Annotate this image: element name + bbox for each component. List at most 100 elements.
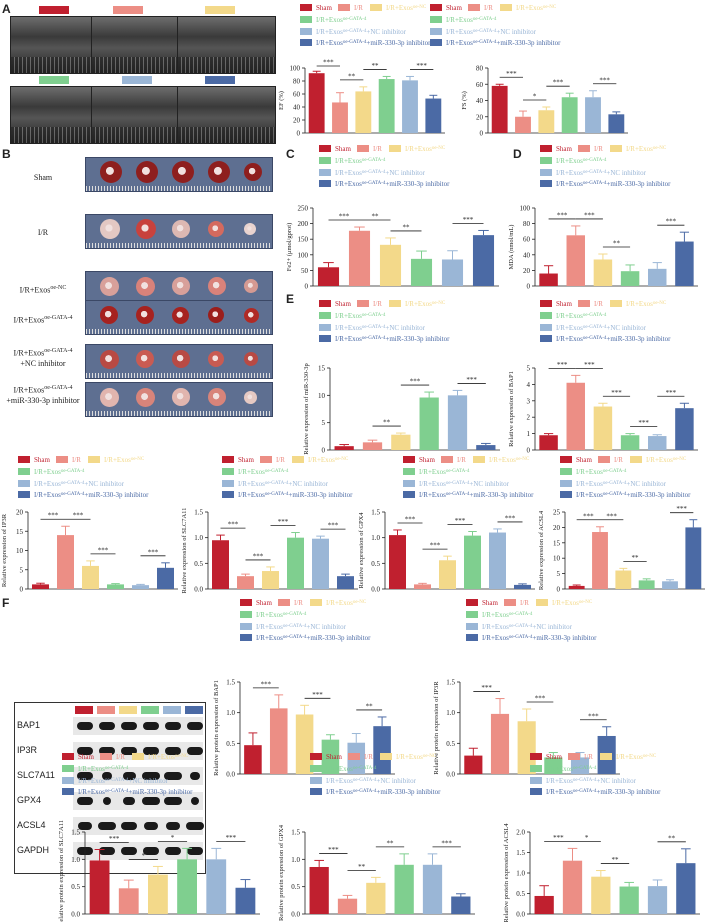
y-tick-label: 60 xyxy=(293,91,301,99)
legend-swatch xyxy=(466,623,478,630)
sig-label: *** xyxy=(611,389,622,397)
y-tick-label: 1 xyxy=(527,430,531,438)
legend-entry-exos-nc: I/R+Exosoe-NC xyxy=(310,599,367,607)
legend-label: I/R+Exosoe-NC xyxy=(386,4,427,12)
heart-slice xyxy=(172,350,190,368)
y-tick-label: 1.0 xyxy=(71,856,80,864)
legend-entry-sham: Sham xyxy=(319,300,352,308)
heart-slice xyxy=(136,350,154,368)
legend-swatch xyxy=(240,634,252,641)
legend-label: Sham xyxy=(326,753,343,761)
legend-label: I/R+Exosoe-GATA-4+NC inhibitor xyxy=(576,480,667,488)
legend-swatch xyxy=(530,777,542,784)
bar-nc_inh xyxy=(312,538,329,589)
legend-swatch xyxy=(504,599,516,606)
sig-label: *** xyxy=(48,512,59,520)
legend-entry-sham: Sham xyxy=(540,145,573,153)
blot-band xyxy=(78,822,92,830)
y-tick-label: 1.0 xyxy=(516,870,525,878)
legend-entry-ir: I/R xyxy=(348,753,373,761)
bar-exos_nc xyxy=(82,565,99,589)
legend-mir: Sham I/R I/R+Exosoe-NC I/R+Exosoe-GATA-4 I/R… xyxy=(319,300,450,343)
legend-swatch xyxy=(370,4,382,11)
y-tick-label: 0.0 xyxy=(194,586,203,594)
bar-ir xyxy=(566,235,585,286)
legend-ip3r_prot: Sham I/R I/R+Exosoe-NC I/R+Exosoe-GATA-4 I/R… xyxy=(466,599,597,642)
y-tick-label: 100 xyxy=(520,205,531,213)
echo-swatch-gata4 xyxy=(39,76,69,84)
y-tick-label: 0 xyxy=(480,130,484,138)
y-tick-label: 0 xyxy=(527,283,531,291)
bar-sham xyxy=(491,85,508,133)
legend-swatch xyxy=(441,456,453,463)
legend-swatch xyxy=(560,456,572,463)
heart-label-ir: I/R xyxy=(37,228,49,237)
legend-label: Sham xyxy=(576,456,593,464)
legend-label: Sham xyxy=(546,753,563,761)
bar-exos_nc xyxy=(615,570,632,589)
legend-swatch xyxy=(540,300,552,307)
heart-slice xyxy=(244,352,258,366)
legend-entry-mir-inhibitor: I/R+Exosoe-GATA-4+miR-330-3p inhibitor xyxy=(560,491,691,499)
y-tick-label: 20 xyxy=(523,267,531,275)
legend-label: I/R+Exosoe-GATA-4+miR-330-3p inhibitor xyxy=(482,634,597,642)
legend-label: I/R+Exosoe-GATA-4+NC inhibitor xyxy=(78,777,169,785)
blot-band xyxy=(122,772,136,780)
legend-label: I/R+Exosoe-NC xyxy=(626,300,667,308)
y-tick-label: 0.0 xyxy=(71,911,80,919)
y-tick-label: 1.0 xyxy=(194,534,203,542)
legend-entry-mir-inhibitor: I/R+Exosoe-GATA-4+miR-330-3p inhibitor xyxy=(240,634,371,642)
bar-ir xyxy=(237,576,254,589)
legend-entry-exos-nc: I/R+Exosoe-NC xyxy=(292,456,349,464)
echo-swatch-ir xyxy=(113,6,143,14)
legend-swatch xyxy=(473,456,485,463)
bar-sham xyxy=(334,446,354,450)
y-tick-label: 15 xyxy=(553,539,561,547)
y-tick-label: 0.0 xyxy=(226,771,235,779)
legend-entry-nc-inhibitor: I/R+Exosoe-GATA-4+NC inhibitor xyxy=(530,777,637,785)
legend-swatch xyxy=(56,456,68,463)
legend-entry-exos-nc: I/R+Exosoe-NC xyxy=(389,145,446,153)
legend-label: I/R+Exosoe-GATA-4 xyxy=(556,157,607,165)
legend-label: I/R+Exosoe-GATA-4+miR-330-3p inhibitor xyxy=(546,788,661,796)
legend-entry-nc-inhibitor: I/R+Exosoe-GATA-4+NC inhibitor xyxy=(430,28,537,36)
y-tick-label: 0.5 xyxy=(446,740,455,748)
y-tick-label: 0.5 xyxy=(291,883,300,891)
bar-ir xyxy=(562,860,583,914)
heart-slice xyxy=(172,220,190,238)
legend-entry-exos-gata4: I/R+Exosoe-GATA-4 xyxy=(430,16,497,24)
legend-label: I/R+Exosoe-GATA-4+NC inhibitor xyxy=(326,777,417,785)
bar-ir xyxy=(348,230,371,286)
sig-label: *** xyxy=(109,835,120,843)
legend-swatch xyxy=(530,788,542,795)
sig-label: *** xyxy=(557,361,568,369)
legend-entry-ir: I/R xyxy=(357,300,382,308)
legend-entry-exos-nc: I/R+Exosoe-NC xyxy=(380,753,437,761)
blot-strip-bap1 xyxy=(73,717,203,735)
blot-band xyxy=(123,797,135,805)
legend-entry-nc-inhibitor: I/R+Exosoe-GATA-4+NC inhibitor xyxy=(310,777,417,785)
legend-label: I/R xyxy=(584,753,593,761)
legend-entry-ir: I/R xyxy=(598,456,623,464)
legend-label: I/R+Exosoe-NC xyxy=(405,300,446,308)
legend-entry-mir-inhibitor: I/R+Exosoe-GATA-4+miR-330-3p inhibitor xyxy=(18,491,149,499)
legend-entry-mir-inhibitor: I/R+Exosoe-GATA-4+miR-330-3p inhibitor xyxy=(62,788,193,796)
legend-gpx4_prot: Sham I/R I/R+Exosoe-NC I/R+Exosoe-GATA-4 I/R… xyxy=(310,753,441,796)
blot-swatch-ir xyxy=(97,706,115,714)
legend-label: I/R+Exosoe-GATA-4+miR-330-3p inhibitor xyxy=(335,180,450,188)
y-tick-label: 1.5 xyxy=(516,849,525,857)
legend-entry-ir: I/R xyxy=(504,599,529,607)
legend-swatch xyxy=(348,753,360,760)
chart-ip3r_prot: 0.0 0.5 1.0 1.5 Relative protein expression … xyxy=(433,679,620,779)
sig-label: *** xyxy=(505,514,516,522)
legend-entry-nc-inhibitor: I/R+Exosoe-GATA-4+NC inhibitor xyxy=(540,324,647,332)
legend-swatch xyxy=(430,16,442,23)
bar-gata4 xyxy=(620,435,640,450)
legend-entry-exos-gata4: I/R+Exosoe-GATA-4 xyxy=(530,765,597,773)
bar-nc_inh xyxy=(489,532,506,589)
y-tick-label: 1.0 xyxy=(446,709,455,717)
legend-label: I/R xyxy=(354,4,363,12)
legend-label: I/R+Exosoe-NC xyxy=(516,4,557,12)
blot-band xyxy=(164,797,182,805)
